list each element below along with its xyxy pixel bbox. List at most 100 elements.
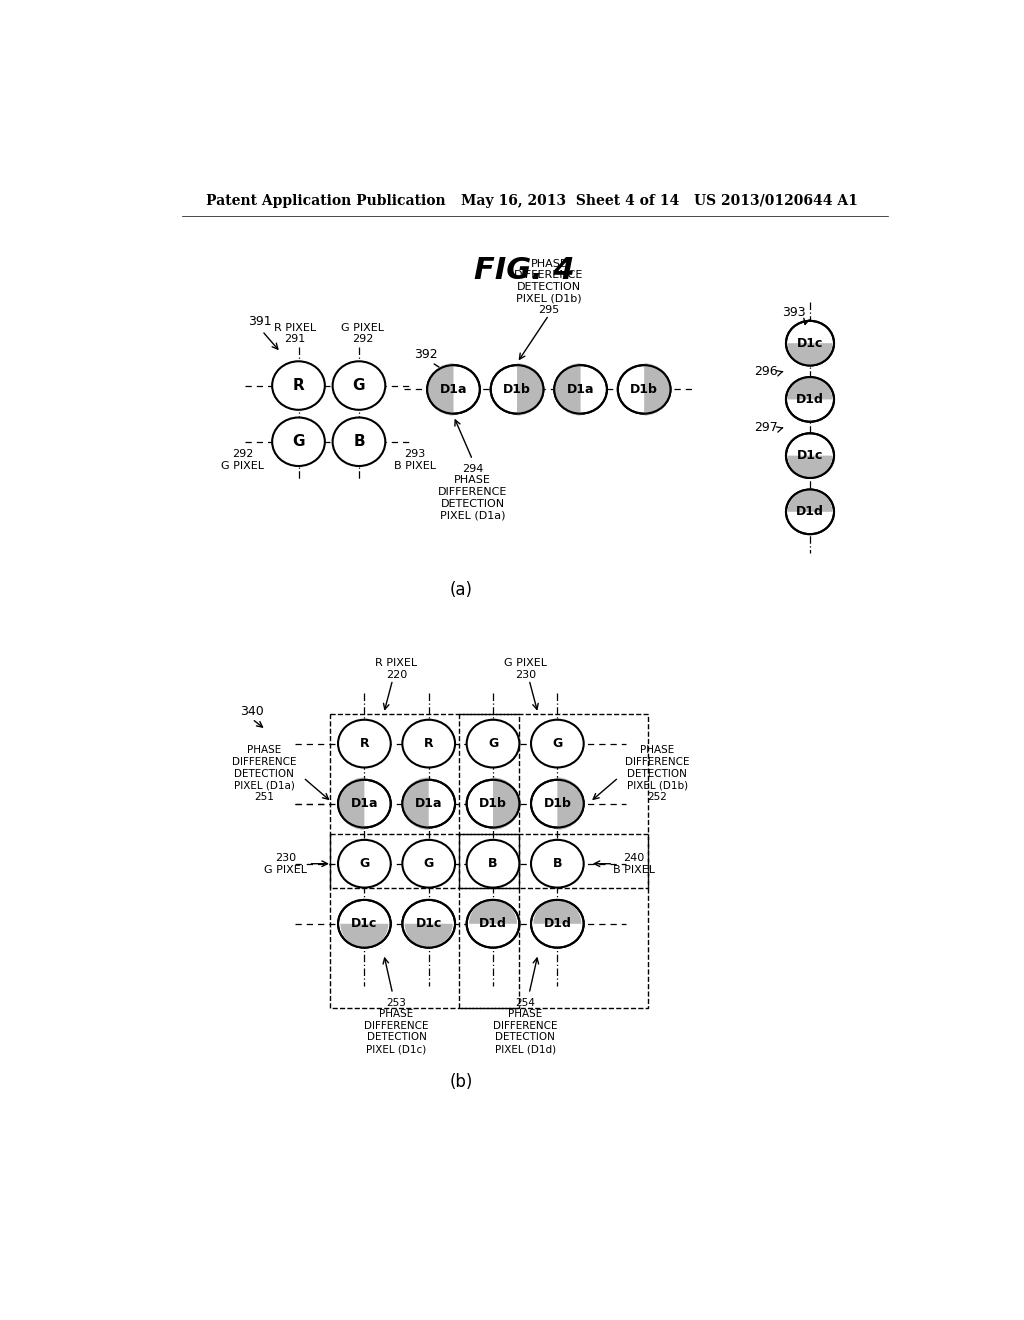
Text: D1b: D1b	[630, 383, 658, 396]
Text: May 16, 2013  Sheet 4 of 14: May 16, 2013 Sheet 4 of 14	[461, 194, 680, 207]
Ellipse shape	[467, 900, 519, 948]
Bar	[331, 834, 519, 1007]
Text: PHASE
DIFFERENCE
DETECTION
PIXEL (D1a)
251: PHASE DIFFERENCE DETECTION PIXEL (D1a) 2…	[232, 746, 297, 801]
Text: FIG. 4: FIG. 4	[474, 256, 575, 285]
Text: R PIXEL
291: R PIXEL 291	[273, 323, 315, 345]
Ellipse shape	[333, 362, 385, 409]
Text: 293
B PIXEL: 293 B PIXEL	[394, 449, 436, 471]
Ellipse shape	[272, 417, 325, 466]
Text: (b): (b)	[450, 1073, 473, 1092]
Wedge shape	[534, 900, 582, 924]
Text: 391: 391	[248, 315, 271, 329]
Text: G PIXEL
292: G PIXEL 292	[341, 323, 384, 345]
Text: 296: 296	[754, 364, 777, 378]
Text: D1d: D1d	[479, 917, 507, 931]
Ellipse shape	[467, 840, 519, 887]
Text: D1d: D1d	[796, 506, 824, 519]
Text: G: G	[352, 378, 366, 393]
Ellipse shape	[402, 840, 455, 887]
Ellipse shape	[467, 719, 519, 767]
Wedge shape	[557, 777, 584, 830]
Ellipse shape	[338, 719, 391, 767]
Ellipse shape	[427, 366, 480, 413]
Ellipse shape	[338, 900, 391, 948]
Ellipse shape	[531, 840, 584, 887]
Text: D1b: D1b	[479, 797, 507, 810]
Text: B: B	[553, 857, 562, 870]
Text: PHASE
DIFFERENCE
DETECTION
PIXEL (D1b)
252: PHASE DIFFERENCE DETECTION PIXEL (D1b) 2…	[625, 746, 689, 801]
Text: 240
B PIXEL: 240 B PIXEL	[613, 853, 655, 875]
Ellipse shape	[402, 900, 455, 948]
Text: D1c: D1c	[416, 917, 442, 931]
Text: D1b: D1b	[503, 383, 531, 396]
Wedge shape	[427, 363, 454, 416]
Wedge shape	[787, 378, 833, 400]
Wedge shape	[493, 777, 519, 830]
Wedge shape	[787, 490, 833, 512]
Wedge shape	[787, 343, 833, 366]
Wedge shape	[554, 363, 581, 416]
Ellipse shape	[402, 780, 455, 828]
Ellipse shape	[786, 433, 834, 478]
Text: D1a: D1a	[439, 383, 467, 396]
Text: 294
PHASE
DIFFERENCE
DETECTION
PIXEL (D1a): 294 PHASE DIFFERENCE DETECTION PIXEL (D1…	[438, 463, 507, 520]
Text: 393: 393	[782, 306, 806, 319]
Text: D1c: D1c	[351, 917, 378, 931]
Text: R: R	[293, 378, 304, 393]
Text: 254
PHASE
DIFFERENCE
DETECTION
PIXEL (D1d): 254 PHASE DIFFERENCE DETECTION PIXEL (D1…	[493, 998, 557, 1055]
Text: D1a: D1a	[350, 797, 378, 810]
Text: B: B	[488, 857, 498, 870]
Ellipse shape	[786, 321, 834, 366]
Text: 340: 340	[241, 705, 264, 718]
Ellipse shape	[272, 362, 325, 409]
Wedge shape	[402, 777, 429, 830]
Ellipse shape	[786, 490, 834, 535]
Text: R PIXEL
220: R PIXEL 220	[376, 659, 418, 680]
Wedge shape	[404, 924, 453, 948]
Text: R: R	[359, 737, 370, 750]
Text: (a): (a)	[450, 581, 473, 598]
Wedge shape	[469, 900, 517, 924]
Text: 230
G PIXEL: 230 G PIXEL	[264, 853, 307, 875]
Ellipse shape	[617, 366, 671, 413]
Text: D1d: D1d	[544, 917, 571, 931]
Text: 297: 297	[754, 421, 777, 434]
Ellipse shape	[338, 840, 391, 887]
Text: D1b: D1b	[544, 797, 571, 810]
Text: D1c: D1c	[797, 337, 823, 350]
Text: G: G	[487, 737, 498, 750]
Wedge shape	[787, 455, 833, 478]
Ellipse shape	[554, 366, 607, 413]
Text: D1d: D1d	[796, 393, 824, 407]
Text: D1c: D1c	[797, 449, 823, 462]
Text: 392: 392	[415, 348, 438, 362]
Text: R: R	[424, 737, 433, 750]
Wedge shape	[517, 363, 544, 416]
Ellipse shape	[490, 366, 544, 413]
Ellipse shape	[531, 780, 584, 828]
Ellipse shape	[531, 900, 584, 948]
Ellipse shape	[786, 378, 834, 422]
Text: D1a: D1a	[415, 797, 442, 810]
Ellipse shape	[333, 417, 385, 466]
Text: 253
PHASE
DIFFERENCE
DETECTION
PIXEL (D1c): 253 PHASE DIFFERENCE DETECTION PIXEL (D1…	[365, 998, 429, 1055]
Ellipse shape	[402, 719, 455, 767]
Text: G: G	[552, 737, 562, 750]
Text: G PIXEL
230: G PIXEL 230	[504, 659, 547, 680]
Ellipse shape	[467, 780, 519, 828]
Text: US 2013/0120644 A1: US 2013/0120644 A1	[693, 194, 858, 207]
Text: Patent Application Publication: Patent Application Publication	[206, 194, 445, 207]
Wedge shape	[340, 924, 388, 948]
Text: D1a: D1a	[567, 383, 594, 396]
Ellipse shape	[338, 780, 391, 828]
Text: G: G	[424, 857, 434, 870]
Bar	[331, 714, 519, 887]
Text: 292
G PIXEL: 292 G PIXEL	[221, 449, 264, 471]
Text: G: G	[359, 857, 370, 870]
Ellipse shape	[531, 719, 584, 767]
Wedge shape	[644, 363, 671, 416]
Text: PHASE
DIFFERENCE
DETECTION
PIXEL (D1b)
295: PHASE DIFFERENCE DETECTION PIXEL (D1b) 2…	[514, 259, 584, 315]
Text: B: B	[353, 434, 365, 449]
Bar	[459, 714, 648, 887]
Text: G: G	[292, 434, 305, 449]
